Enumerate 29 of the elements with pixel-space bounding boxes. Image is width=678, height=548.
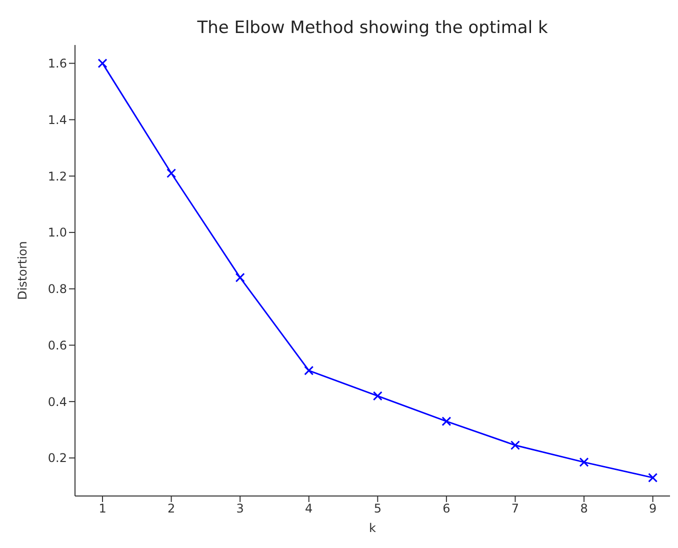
point xyxy=(235,272,245,282)
point xyxy=(372,391,382,401)
x-tick-label: 2 xyxy=(167,502,176,516)
y-tick-label: 1.2 xyxy=(48,169,67,184)
point xyxy=(304,366,314,376)
x-tick-label: 4 xyxy=(305,502,313,516)
y-tick-label: 0.8 xyxy=(48,282,67,296)
x-tick-label: 6 xyxy=(442,502,450,516)
y-axis-title: Distortion xyxy=(15,241,30,300)
x-tick-label: 1 xyxy=(98,502,106,516)
x-tick-label: 9 xyxy=(648,502,657,516)
x-axis-title: k xyxy=(369,521,376,535)
chart-title: The Elbow Method showing the optimal k xyxy=(196,18,549,38)
y-tick-label: 0.6 xyxy=(48,338,67,352)
y-tick-label: 0.4 xyxy=(48,394,67,409)
point xyxy=(442,416,452,426)
point xyxy=(648,472,658,482)
point xyxy=(579,457,589,467)
x-tick-label: 3 xyxy=(236,502,244,516)
point xyxy=(98,58,108,68)
point xyxy=(510,440,520,450)
x-tick-label: 8 xyxy=(580,502,588,516)
y-tick-label: 0.2 xyxy=(48,451,67,466)
point xyxy=(166,168,176,178)
x-tick-label: 7 xyxy=(511,502,520,516)
y-tick-label: 1.4 xyxy=(48,112,67,127)
x-tick-label: 5 xyxy=(374,502,382,516)
y-tick-label: 1.0 xyxy=(48,226,67,240)
y-tick-label: 1.6 xyxy=(48,56,67,71)
